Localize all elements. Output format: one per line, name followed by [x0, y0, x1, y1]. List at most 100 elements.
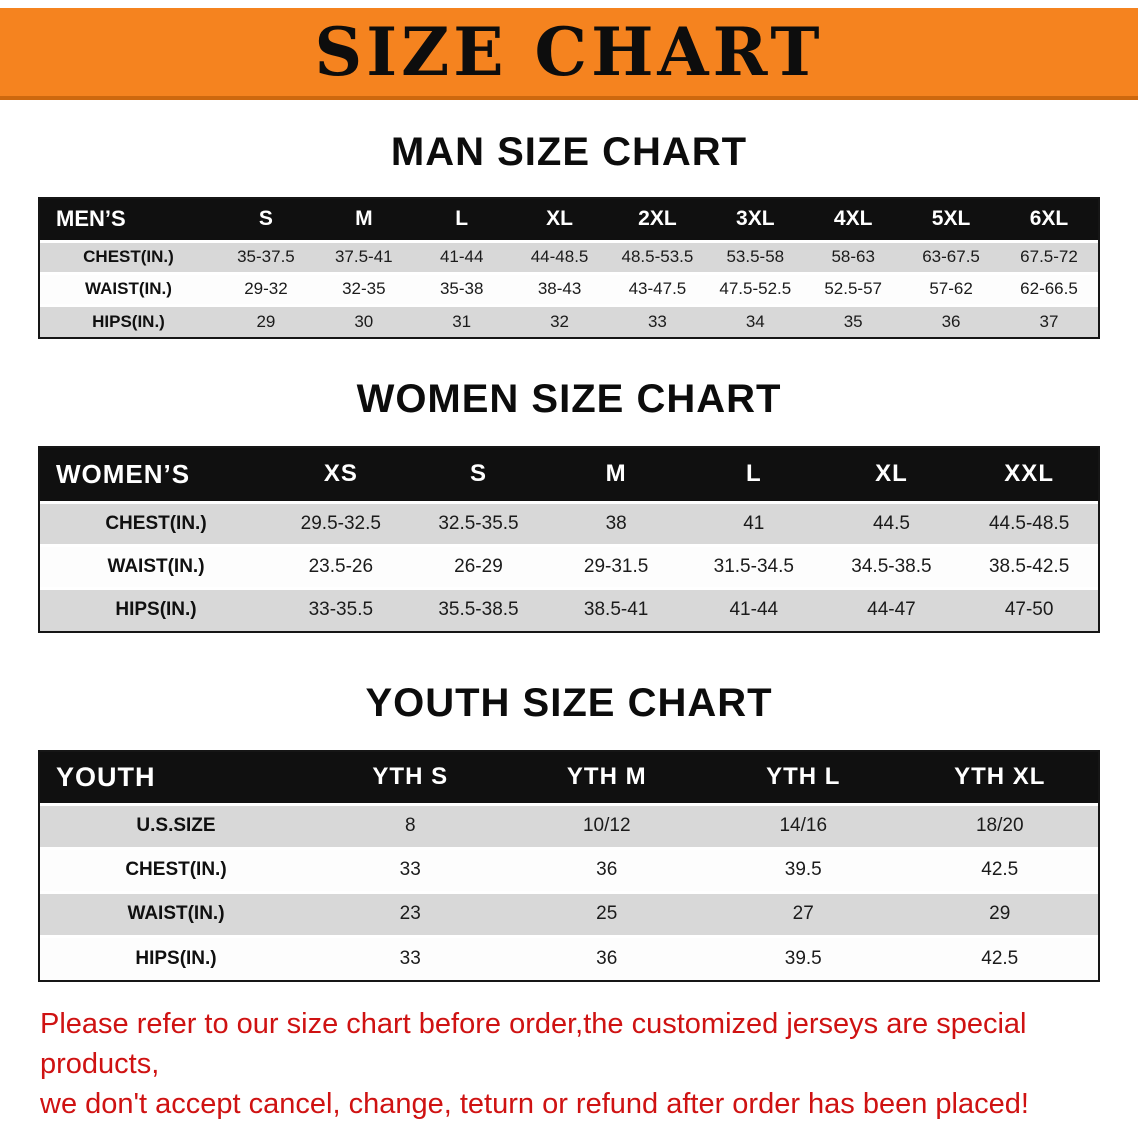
size-cell: 41	[743, 512, 765, 534]
size-cell: 34.5-38.5	[851, 555, 932, 577]
size-cell: 48.5-53.5	[621, 247, 694, 266]
row-label: WAIST(IN.)	[85, 279, 172, 298]
row-label: HIPS(IN.)	[92, 311, 165, 331]
women-chest-row: CHEST(IN.) 29.5-32.5 32.5-35.5 38 41 44.…	[40, 502, 1098, 545]
size-cell: 41-44	[439, 247, 484, 266]
size-cell: 44.5-48.5	[988, 512, 1070, 534]
size-cell: 33	[399, 947, 421, 969]
size-cell: 44.5	[872, 512, 910, 534]
size-cell: 27	[792, 903, 814, 924]
row-label: CHEST(IN.)	[105, 512, 207, 534]
women-size-chart-section: WOMEN SIZE CHART WOMEN’S XS S M L XL XXL	[0, 377, 1138, 633]
size-cell: 62-66.5	[1020, 279, 1078, 298]
size-column-header: YTH XL	[901, 752, 1098, 804]
size-cell: 35-38	[439, 279, 484, 298]
youth-hips-row: HIPS(IN.) 33 36 39.5 42.5	[40, 936, 1098, 980]
size-column-header: L	[684, 448, 823, 502]
size-cell: 29	[256, 311, 276, 331]
men-hips-row: HIPS(IN.) 29 30 31 32 33 34 35 36 37	[40, 305, 1098, 337]
youth-ussize-row: U.S.SIZE 8 10/12 14/16 18/20	[40, 804, 1098, 848]
size-column-header: 6XL	[1000, 199, 1098, 241]
row-label: CHEST(IN.)	[125, 859, 227, 880]
row-label: WAIST(IN.)	[127, 903, 225, 924]
size-column-header: XL	[510, 199, 609, 241]
youth-chest-row: CHEST(IN.) 33 36 39.5 42.5	[40, 848, 1098, 892]
size-cell: 29-31.5	[583, 555, 649, 577]
size-cell: 38.5-42.5	[988, 555, 1070, 577]
size-cell: 29	[989, 903, 1011, 924]
size-cell: 39.5	[784, 947, 822, 969]
size-cell: 26-29	[454, 555, 503, 577]
size-cell: 58-63	[831, 247, 875, 266]
men-size-chart-section: MAN SIZE CHART MEN’S S M L XL 2XL 3XL 4X…	[0, 130, 1138, 339]
size-cell: 42.5	[981, 947, 1019, 969]
size-cell: 18/20	[975, 815, 1024, 836]
youth-size-chart-section: YOUTH SIZE CHART YOUTH YTH S YTH M YTH L…	[0, 681, 1138, 982]
size-column-header: 4XL	[804, 199, 903, 241]
size-cell: 47-50	[1004, 599, 1054, 621]
women-hips-row: HIPS(IN.) 33-35.5 35.5-38.5 38.5-41 41-4…	[40, 588, 1098, 631]
size-cell: 44-48.5	[530, 247, 589, 266]
page-title: SIZE CHART	[314, 13, 824, 91]
men-table-title: MEN’S	[40, 199, 217, 241]
size-cell: 36	[596, 947, 618, 969]
size-cell: 38	[605, 512, 627, 534]
size-cell: 47.5-52.5	[719, 279, 792, 298]
size-column-header: YTH M	[508, 752, 705, 804]
row-label: HIPS(IN.)	[135, 947, 217, 969]
size-cell: 8	[404, 815, 416, 836]
size-cell: 33	[399, 859, 421, 880]
size-cell: 57-62	[929, 279, 973, 298]
disclaimer: Please refer to our size chart before or…	[40, 1004, 1114, 1124]
size-cell: 67.5-72	[1020, 247, 1078, 266]
size-cell: 35.5-38.5	[438, 599, 519, 621]
size-cell: 31	[452, 311, 472, 331]
size-cell: 29.5-32.5	[300, 512, 381, 534]
size-cell: 32.5-35.5	[438, 512, 519, 534]
size-cell: 36	[941, 311, 961, 331]
size-cell: 23	[399, 903, 421, 924]
women-header-row: WOMEN’S XS S M L XL XXL	[40, 448, 1098, 502]
women-section-heading: WOMEN SIZE CHART	[356, 377, 782, 421]
size-column-header: YTH L	[705, 752, 902, 804]
row-label: U.S.SIZE	[136, 815, 216, 836]
women-waist-row: WAIST(IN.) 23.5-26 26-29 29-31.5 31.5-34…	[40, 545, 1098, 588]
size-cell: 35-37.5	[237, 247, 295, 266]
size-cell: 52.5-57	[824, 279, 883, 298]
size-column-header: XL	[822, 448, 961, 502]
banner: SIZE CHART	[0, 8, 1138, 100]
size-cell: 35	[843, 311, 863, 331]
size-cell: 23.5-26	[308, 555, 374, 577]
size-cell: 44-47	[867, 599, 916, 621]
men-chest-row: CHEST(IN.) 35-37.5 37.5-41 41-44 44-48.5…	[40, 241, 1098, 273]
size-cell: 41-44	[729, 599, 779, 621]
size-column-header: 5XL	[902, 199, 1000, 241]
size-cell: 38.5-41	[583, 599, 649, 621]
size-cell: 33-35.5	[308, 599, 374, 621]
size-cell: 53.5-58	[726, 247, 785, 266]
size-column-header: S	[217, 199, 315, 241]
disclaimer-line-1: Please refer to our size chart before or…	[40, 1008, 1027, 1080]
size-cell: 36	[596, 859, 618, 880]
size-column-header: XS	[272, 448, 410, 502]
size-cell: 38-43	[537, 279, 582, 298]
men-size-table: MEN’S S M L XL 2XL 3XL 4XL 5XL 6XL CHEST	[38, 197, 1100, 339]
size-cell: 34	[745, 311, 765, 331]
size-cell: 33	[647, 311, 667, 331]
size-cell: 30	[354, 311, 374, 331]
youth-size-table: YOUTH YTH S YTH M YTH L YTH XL U.S.SIZE …	[38, 750, 1100, 982]
size-cell: 29-32	[244, 279, 288, 298]
size-column-header: 3XL	[706, 199, 805, 241]
size-column-header: M	[314, 199, 413, 241]
size-cell: 37.5-41	[334, 247, 393, 266]
row-label: CHEST(IN.)	[83, 247, 174, 266]
size-column-header: M	[547, 448, 685, 502]
size-cell: 37	[1039, 311, 1059, 331]
size-cell: 63-67.5	[922, 247, 980, 266]
men-waist-row: WAIST(IN.) 29-32 32-35 35-38 38-43 43-47…	[40, 273, 1098, 305]
size-cell: 14/16	[779, 815, 828, 836]
disclaimer-line-2: we don't accept cancel, change, teturn o…	[40, 1088, 1029, 1120]
youth-header-row: YOUTH YTH S YTH M YTH L YTH XL	[40, 752, 1098, 804]
men-section-heading: MAN SIZE CHART	[390, 130, 748, 174]
men-header-row: MEN’S S M L XL 2XL 3XL 4XL 5XL 6XL	[40, 199, 1098, 241]
